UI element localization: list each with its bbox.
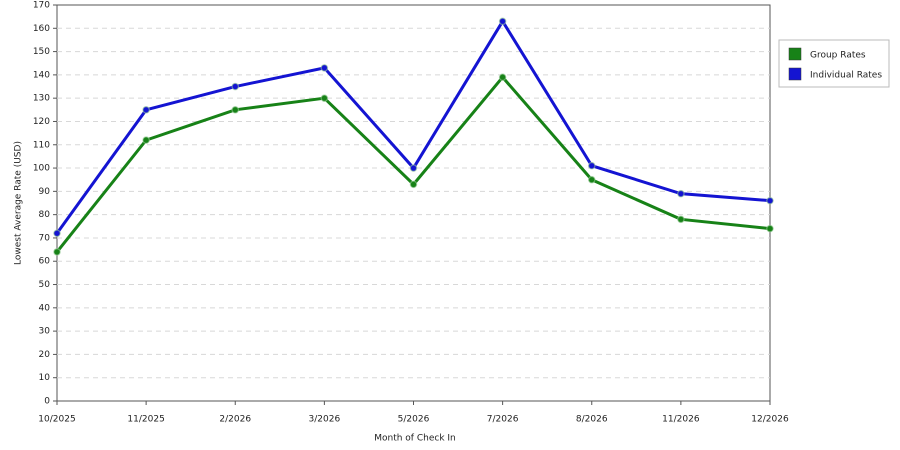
data-point bbox=[231, 106, 240, 114]
y-tick-label: 100 bbox=[33, 164, 50, 174]
data-point bbox=[409, 180, 418, 189]
y-tick-label: 60 bbox=[39, 257, 51, 267]
legend-label: Group Rates bbox=[810, 51, 866, 61]
data-point bbox=[142, 106, 150, 114]
data-point bbox=[498, 17, 507, 26]
data-point bbox=[142, 136, 150, 144]
data-point bbox=[766, 224, 774, 233]
y-tick-label: 140 bbox=[33, 70, 50, 80]
y-tick-label: 150 bbox=[33, 47, 50, 57]
data-point bbox=[498, 73, 507, 82]
y-axis-title: Lowest Average Rate (USD) bbox=[14, 141, 24, 265]
legend-label: Individual Rates bbox=[810, 71, 882, 81]
x-axis-title: Month of Check In bbox=[374, 434, 456, 444]
x-tick-label: 12/2026 bbox=[751, 415, 789, 425]
y-tick-label: 10 bbox=[39, 373, 51, 383]
y-tick-label: 50 bbox=[39, 280, 51, 290]
y-tick-label: 20 bbox=[39, 350, 51, 360]
x-tick-label: 8/2026 bbox=[576, 415, 608, 425]
data-point bbox=[587, 175, 596, 184]
legend-swatch bbox=[788, 47, 802, 61]
x-tick-label: 11/2025 bbox=[127, 415, 164, 425]
data-point bbox=[677, 189, 685, 198]
y-tick-label: 110 bbox=[33, 140, 50, 150]
legend-swatch bbox=[788, 67, 802, 81]
series-line bbox=[55, 18, 771, 235]
y-tick-label: 80 bbox=[39, 210, 51, 220]
data-point bbox=[320, 94, 329, 102]
y-tick-label: 90 bbox=[39, 187, 51, 197]
x-tick-label: 3/2026 bbox=[309, 415, 341, 425]
data-point bbox=[766, 196, 774, 205]
data-point bbox=[231, 82, 240, 91]
y-tick-label: 0 bbox=[44, 397, 50, 407]
data-point bbox=[409, 164, 418, 172]
y-tick-label: 120 bbox=[33, 117, 50, 127]
data-point bbox=[53, 229, 61, 238]
y-tick-label: 40 bbox=[39, 303, 51, 313]
x-tick-label: 7/2026 bbox=[487, 415, 519, 425]
x-tick-label: 11/2026 bbox=[662, 415, 700, 425]
data-point bbox=[587, 161, 596, 170]
y-tick-label: 30 bbox=[39, 327, 51, 337]
plot-frame bbox=[56, 4, 771, 402]
y-tick-label: 130 bbox=[33, 94, 50, 104]
data-point bbox=[677, 215, 685, 224]
y-tick-label: 160 bbox=[33, 24, 50, 34]
data-point bbox=[53, 248, 61, 256]
y-tick-label: 170 bbox=[33, 1, 50, 11]
data-point bbox=[320, 64, 329, 72]
x-tick-label: 5/2026 bbox=[398, 415, 430, 425]
x-tick-label: 2/2026 bbox=[219, 415, 251, 425]
y-tick-label: 70 bbox=[39, 233, 51, 243]
x-tick-label: 10/2025 bbox=[38, 415, 75, 425]
